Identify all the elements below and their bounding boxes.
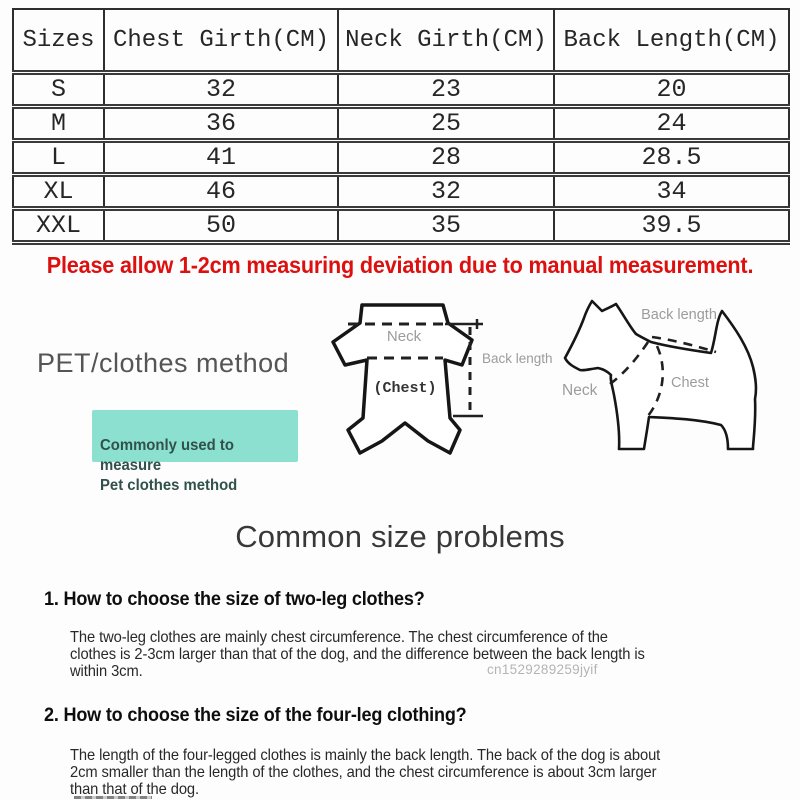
table-row-xxl: XXL 50 35 39.5	[12, 208, 790, 243]
dog-measuring-diagram: Back length Neck Chest	[562, 299, 758, 451]
col-header-chest-girth: Chest Girth(CM)	[103, 9, 339, 73]
chest-cell: 32	[103, 72, 339, 107]
col-header-neck-girth: Neck Girth(CM)	[337, 9, 555, 73]
table-row-s: S 32 23 20	[12, 72, 790, 107]
col-header-sizes: Sizes	[12, 9, 105, 73]
back-length-cell: 24	[553, 106, 790, 141]
table-row-xl: XL 46 32 34	[12, 174, 790, 209]
dog-chest-label: Chest	[671, 375, 709, 391]
garment-measuring-diagram: Neck (Chest) Back length	[331, 303, 553, 455]
cut-off-text-artifact	[74, 796, 152, 799]
faq-title: Common size problems	[235, 519, 565, 554]
method-section-title: PET/clothes method	[37, 348, 290, 378]
back-length-cell: 34	[553, 174, 790, 209]
neck-cell: 35	[337, 208, 555, 243]
chest-cell: 36	[103, 106, 339, 141]
size-cell: S	[12, 72, 105, 107]
size-cell: L	[12, 140, 105, 175]
dog-outline	[563, 299, 758, 451]
back-length-cell: 39.5	[553, 208, 790, 243]
table-row-l: L 41 28 28.5	[12, 140, 790, 175]
seller-watermark: cn1529289259jyif	[487, 662, 598, 677]
dog-back-length-dash-arc	[651, 335, 717, 354]
chest-cell: 46	[103, 174, 339, 209]
deviation-note: Please allow 1-2cm measuring deviation d…	[0, 252, 800, 279]
neck-cell: 32	[337, 174, 555, 209]
back-length-bracket-top	[445, 319, 483, 329]
size-table: Sizes Chest Girth(CM) Neck Girth(CM) Bac…	[12, 8, 790, 245]
deviation-note-text: Please allow 1-2cm measuring deviation d…	[46, 252, 754, 278]
back-length-cell: 28.5	[553, 140, 790, 175]
neck-cell: 28	[337, 140, 555, 175]
garment-chest-label: (Chest)	[373, 380, 436, 397]
col-header-back-length: Back Length(CM)	[553, 9, 790, 73]
garment-neck-label: Neck	[387, 328, 422, 345]
chest-cell: 41	[103, 140, 339, 175]
neck-cell: 23	[337, 72, 555, 107]
faq-answer-1: The two-leg clothes are mainly chest cir…	[70, 629, 645, 680]
method-highlight-text: Commonly used to measure Pet clothes met…	[100, 437, 238, 494]
size-cell: M	[12, 106, 105, 141]
dog-neck-label: Neck	[562, 382, 598, 399]
size-cell: XL	[12, 174, 105, 209]
size-table-header-row: Sizes Chest Girth(CM) Neck Girth(CM) Bac…	[12, 9, 790, 73]
dog-neck-dash-arc	[609, 341, 650, 386]
faq-question-2: 2. How to choose the size of the four-le…	[44, 705, 467, 726]
faq-answer-2: The length of the four-legged clothes is…	[70, 747, 661, 798]
garment-back-length-label: Back length	[482, 351, 553, 366]
method-highlight-box: Commonly used to measure Pet clothes met…	[92, 410, 298, 494]
chest-cell: 50	[103, 208, 339, 243]
table-row-m: M 36 25 24	[12, 106, 790, 141]
dog-chest-dash-arc	[646, 345, 664, 417]
size-cell: XXL	[12, 208, 105, 243]
back-length-cell: 20	[553, 72, 790, 107]
faq-question-1: 1. How to choose the size of two-leg clo…	[44, 589, 425, 610]
neck-cell: 25	[337, 106, 555, 141]
dog-back-length-label: Back length	[641, 307, 717, 323]
